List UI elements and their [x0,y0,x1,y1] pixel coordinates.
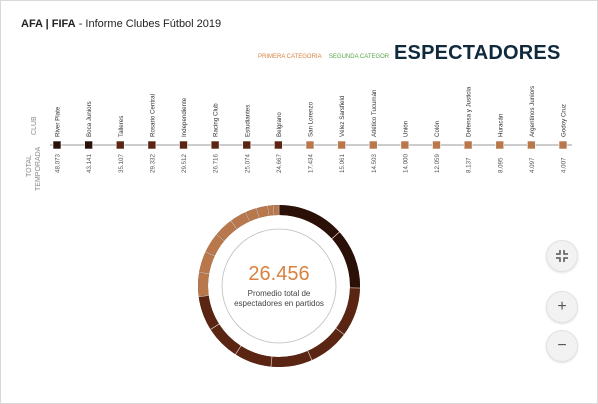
club-total-value: 17.434 [308,154,315,173]
club-marker [558,140,568,150]
donut-separator [245,212,250,222]
club-marker [274,140,283,150]
club-total-value: 25.074 [244,154,251,173]
club-total-value: 12.059 [434,154,441,173]
club-marker [242,140,252,150]
fullscreen-button[interactable] [546,240,578,272]
club-total-value: 4.097 [529,157,536,173]
donut-slice [332,232,360,288]
average-value: 26.456 [248,263,310,285]
club-marker [115,140,125,150]
club-label: Colón [434,120,441,137]
report-subtitle: - Informe Clubes Fútbol 2019 [78,18,222,30]
section-title: ESPECTADORES [394,42,561,64]
legend-segunda[interactable]: SEGUNDA CATEGOR [328,54,390,60]
donut-separator [205,251,215,257]
club-marker [52,140,62,150]
donut-separator [272,205,275,216]
donut-slice [210,324,241,355]
club-total-value: 15.061 [339,154,346,173]
donut-separator [230,220,238,230]
club-total-value: 26.716 [213,154,220,173]
donut-separator [198,295,209,298]
zoom-out-button[interactable]: − [546,330,578,362]
club-label: Estudiantes [244,105,251,137]
club-total-value: 14.503 [371,154,378,173]
club-label: Atlético Tucumán [371,89,378,137]
donut-separator [210,323,220,330]
club-marker [179,140,188,150]
donut-slice [235,346,272,367]
club-label: Boca Juniors [86,101,93,137]
donut-slice [205,234,225,256]
club-marker [305,140,315,150]
donut-slice [198,272,209,297]
average-caption: Promedio total de espectadores en partid… [234,289,324,308]
club-label: Godoy Cruz [561,104,568,137]
donut-separator [235,345,242,355]
club-marker [210,140,220,150]
club-marker [495,140,505,150]
club-marker [463,140,473,150]
donut-slice [271,351,312,367]
club-label: Argentinos Juniors [529,86,536,137]
legend: PRIMERA CATEGORIA SEGUNDA CATEGOR [258,54,389,60]
club-label: River Plate [55,106,62,137]
club-label: Talleres [118,116,125,137]
donut-slice [256,205,269,218]
donut-slice [231,212,250,229]
donut-slice [308,328,344,360]
org-name: AFA | FIFA [21,18,76,30]
donut-slice [245,208,259,222]
plus-icon: + [557,298,567,315]
donut-separator [256,208,260,218]
club-total-value: 29.512 [181,154,188,173]
donut-slice [198,295,219,329]
club-total-value: 48.073 [55,154,62,173]
zoom-in-button[interactable]: + [546,291,578,323]
club-label: Huracán [497,113,504,137]
club-label: Racing Club [213,103,220,137]
club-marker [527,140,536,150]
legend-primera[interactable]: PRIMERA CATEGORIA [258,54,322,60]
club-label: Belgrano [276,112,283,137]
minus-icon: − [557,337,567,354]
club-marker [432,140,441,150]
donut-slice [216,221,237,241]
donut-separator [270,356,273,367]
club-total-value: 29.332 [149,154,156,173]
club-total-value: 8.137 [466,157,473,173]
collapse-icon [556,250,568,262]
club-total-value: 4.007 [561,157,568,173]
donut-separator [216,234,225,242]
club-total-value: 8.095 [497,157,504,173]
donut-inner-circle [221,228,337,344]
donut-separator [307,350,313,361]
donut-separator [199,271,210,275]
club-label: San Lorenzo [308,101,315,137]
club-marker [147,140,157,150]
club-total-value: 35.107 [118,154,125,173]
report-header: AFA | FIFA - Informe Clubes Fútbol 2019 [21,18,221,30]
club-total-value: 24.667 [276,154,283,173]
club-marker [337,140,346,150]
donut-slice [199,252,215,274]
club-label: Independiente [181,97,188,137]
club-label: Rosario Central [149,94,156,137]
club-label: Defensa y Justicia [466,86,473,137]
donut-separator [331,231,340,239]
donut-slice [279,205,340,239]
club-total-value: 43.141 [86,154,93,173]
club-total-value: 14.000 [402,154,409,173]
donut-separator [267,205,270,216]
club-label: Unión [402,120,409,137]
donut-slice [336,288,360,334]
club-label: Vélez Sarsfield [339,95,346,137]
club-marker [400,140,410,150]
donut-separator [335,328,345,335]
club-marker [84,140,93,150]
club-marker [368,140,378,150]
